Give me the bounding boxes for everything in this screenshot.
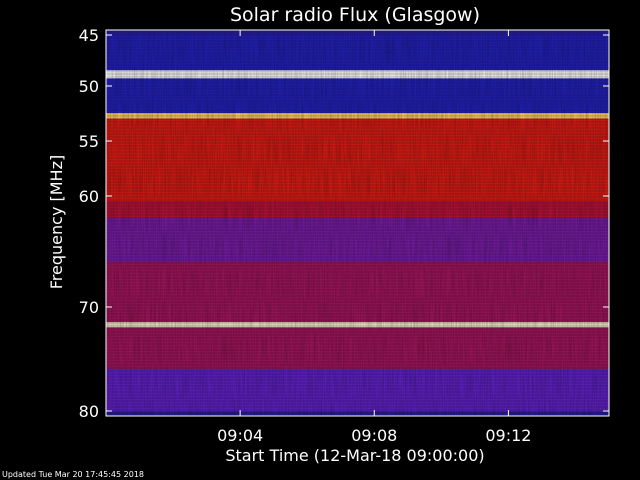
chart-title: Solar radio Flux (Glasgow) [230, 4, 480, 26]
y-tick-label: 50 [79, 77, 99, 96]
y-tick-label: 80 [79, 402, 99, 421]
x-tick-label: 09:04 [217, 426, 263, 445]
x-axis-label: Start Time (12-Mar-18 09:00:00) [225, 446, 484, 465]
plot-area [106, 30, 609, 416]
y-axis: 45 50 55 60 70 80 [79, 26, 609, 421]
x-axis: 09:04 09:08 09:12 [217, 30, 531, 445]
x-tick-label: 09:12 [485, 426, 531, 445]
y-tick-label: 45 [79, 26, 99, 45]
plot-frame [105, 29, 610, 417]
y-tick-label: 55 [79, 132, 99, 151]
update-timestamp: Updated Tue Mar 20 17:45:45 2018 [2, 470, 144, 479]
y-tick-label: 60 [79, 187, 99, 206]
y-tick-label: 70 [79, 298, 99, 317]
y-axis-label: Frequency [MHz] [47, 155, 66, 289]
x-tick-label: 09:08 [351, 426, 397, 445]
